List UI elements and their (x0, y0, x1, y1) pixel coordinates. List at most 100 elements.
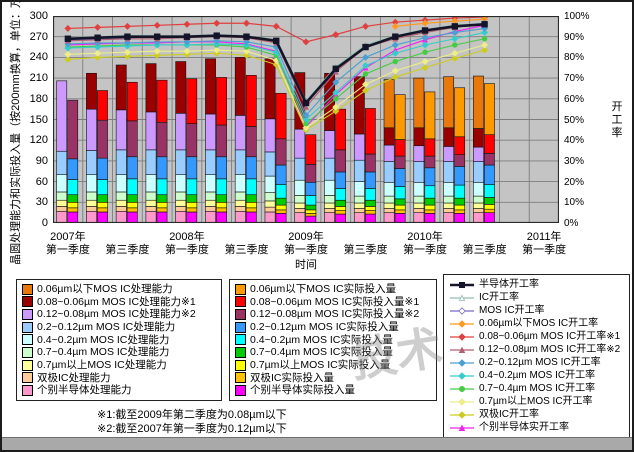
legend-label: 0.7µm以上MOS IC开工率 (479, 395, 593, 407)
marker-diamond (421, 64, 429, 72)
capacity-bar-segment (115, 210, 127, 223)
legend-color-chip (22, 296, 33, 308)
marker-square (451, 23, 459, 30)
marker-square (273, 37, 280, 45)
capacity-bar-segment (294, 212, 306, 223)
legend-item: 0.06µm以下MOS IC开工率 (449, 318, 624, 329)
actual-bar-segment (335, 171, 346, 189)
actual-bar-segment (424, 155, 436, 169)
x-axis-tick-quarter: 第三季度 (462, 244, 507, 256)
marker-square (302, 99, 310, 107)
window-bottom-strip (2, 437, 632, 450)
marker-circle (422, 49, 428, 55)
legend-item: 0.2~0.12µm MOS IC处理能力 (22, 321, 216, 333)
capacity-bar-segment (234, 191, 246, 201)
capacity-bar-segment (234, 210, 246, 223)
marker-diamond (123, 48, 131, 56)
capacity-bar-segment (56, 150, 68, 176)
actual-bar-segment (394, 186, 406, 200)
actual-bar-segment (454, 197, 466, 206)
actual-bar-segment (126, 156, 138, 180)
capacity-bar-segment (86, 174, 97, 193)
actual-bar-segment (216, 211, 227, 223)
marker-diamond (94, 43, 102, 51)
legend-item: 双极IC实际投入量 (235, 372, 431, 384)
y2-axis-tick: 10% (564, 197, 585, 209)
actual-bar-segment (186, 194, 198, 203)
legend-line-sample (450, 385, 474, 392)
capacity-bar-segment (324, 195, 335, 204)
marker-diamond (451, 29, 459, 37)
legend-line-sample (450, 424, 474, 431)
marker-diamond (332, 78, 340, 86)
capacity-bar-segment (234, 149, 246, 176)
x-axis-tick-quarter: 第三季度 (224, 244, 269, 256)
capacity-bar-segment (473, 161, 484, 183)
marker-diamond (213, 37, 221, 45)
capacity-bar-segment (294, 195, 306, 204)
marker-triangle (458, 346, 466, 353)
actual-bar-segment (186, 123, 198, 158)
capacity-bar-segment (353, 159, 365, 182)
marker-diamond (302, 116, 310, 123)
capacity-bar-segment (175, 149, 187, 176)
actual-bar-segment (484, 83, 495, 135)
y2-axis-tick: 0% (564, 218, 579, 229)
marker-square (458, 281, 465, 288)
actual-bar-segment (156, 79, 168, 123)
y2-axis-tick: 40% (564, 135, 585, 147)
capacity-bar-segment (413, 145, 425, 162)
actual-bar-segment (156, 202, 168, 209)
legend-line-sample (450, 371, 474, 380)
actual-bar-segment (216, 178, 227, 196)
legend-color-chip (22, 283, 33, 295)
marker-circle (452, 42, 458, 48)
marker-diamond (421, 58, 429, 66)
actual-bar-segment (156, 178, 168, 196)
actual-bar-segment (394, 198, 406, 206)
capacity-bar-segment (473, 181, 484, 197)
legend-color-chip (235, 321, 246, 333)
capacity-bar-segment (115, 206, 127, 212)
capacity-bar-segment (383, 202, 395, 209)
capacity-bar-segment (443, 195, 455, 204)
legend-label: 0.7~0.4µm MOS IC开工率 (479, 382, 596, 394)
actual-bar-segment (67, 211, 79, 223)
actual-bar-segment (186, 202, 198, 209)
legend-label: 双极IC开工率 (479, 408, 539, 420)
y2-axis-tick: 30% (564, 155, 585, 167)
actual-bar-segment (97, 157, 108, 180)
legend-label: 半导体开工率 (479, 278, 539, 290)
y2-axis-tick: 70% (564, 73, 585, 85)
actual-bar-segment (454, 184, 466, 199)
capacity-bar-segment (86, 191, 97, 201)
line-series (391, 16, 489, 30)
capacity-bar-segment (294, 128, 306, 159)
legend-label: 0.12~0.08µm MOS IC处理能力※2 (37, 308, 196, 321)
legend-item: 0.7µm以上MOS IC处理能力 (22, 359, 216, 371)
capacity-bar-segment (413, 208, 425, 213)
capacity-bar-segment (353, 208, 365, 213)
legend-item: 0.7µm以上MOS IC实际投入量 (235, 359, 431, 371)
marker-circle (458, 385, 465, 392)
actual-bar-segment (275, 204, 287, 211)
legend-item: 0.4~0.2µm MOS IC实际投入量 (235, 334, 431, 346)
actual-bar-segment (424, 204, 436, 211)
actual-bar-segment (484, 184, 495, 198)
legend-label: 0.08~0.06µm MOS IC处理能力※1 (37, 295, 196, 308)
marker-triangle (458, 294, 466, 301)
capacity-bar-segment (56, 191, 68, 201)
line-series (64, 41, 489, 132)
line-series (64, 21, 488, 107)
capacity-bar-segment (145, 210, 157, 223)
actual-bar-segment (364, 171, 376, 189)
actual-bar-segment (67, 179, 79, 196)
legend-line-sample (450, 294, 474, 301)
actual-bar-segment (97, 194, 108, 203)
marker-diamond (391, 41, 399, 49)
capacity-bar-segment (145, 111, 157, 151)
legend-label: 个别半导体实开工率 (479, 421, 569, 433)
capacity-bar-segment (294, 208, 306, 213)
capacity-bar-segment (264, 58, 276, 120)
actual-bar-segment (424, 213, 436, 223)
